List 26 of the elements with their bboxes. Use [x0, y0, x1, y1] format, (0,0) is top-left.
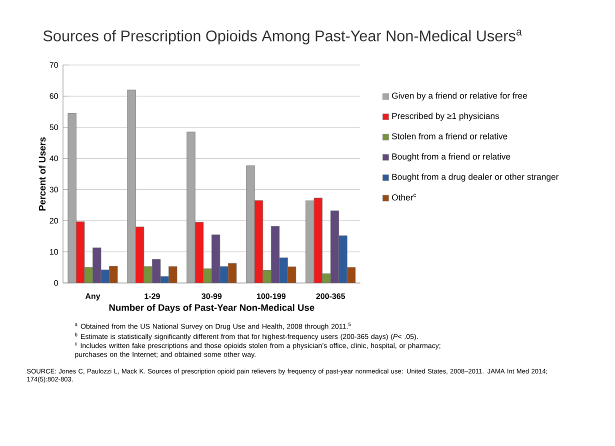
legend-label: Bought from a drug dealer or other stranger: [392, 174, 559, 182]
y-tick-label: 70: [50, 62, 58, 68]
bar: [203, 268, 212, 283]
x-tick-label: 30-99: [202, 293, 222, 300]
x-axis-title: Number of Days of Past-Year Non-Medical Use: [109, 304, 314, 313]
bar: [279, 258, 288, 283]
legend-label: Prescribed by ≥1 physicians: [392, 112, 500, 121]
legend-label: Stolen from a friend or relative: [392, 132, 508, 140]
y-tick-label: 0: [54, 280, 58, 286]
chart-title: Sources of Prescription Opioids Among Past-Year Non-Medical Users$^{a}$: [43, 30, 522, 44]
y-tick-label: 10: [50, 249, 58, 255]
y-axis-title: Percent of Users: [38, 137, 46, 210]
x-tick-label: 1-29: [144, 293, 160, 300]
legend-label: Given by a friend or relative for free: [392, 92, 527, 100]
legend-label: Other$^{c}$: [392, 194, 416, 200]
y-tick-label: 30: [50, 186, 58, 192]
y-tick-label: 60: [50, 93, 58, 99]
x-tick-label: 100-199: [256, 293, 286, 300]
y-tick-label: 20: [50, 218, 58, 224]
legend-label: Bought from a friend or relative: [392, 153, 510, 162]
y-tick-label: 40: [50, 156, 58, 162]
x-tick-label: Any: [85, 293, 100, 301]
bar: [262, 270, 272, 283]
y-tick-label: 50: [50, 124, 58, 130]
bar: [338, 235, 348, 283]
x-tick-label: 200-365: [316, 293, 346, 300]
